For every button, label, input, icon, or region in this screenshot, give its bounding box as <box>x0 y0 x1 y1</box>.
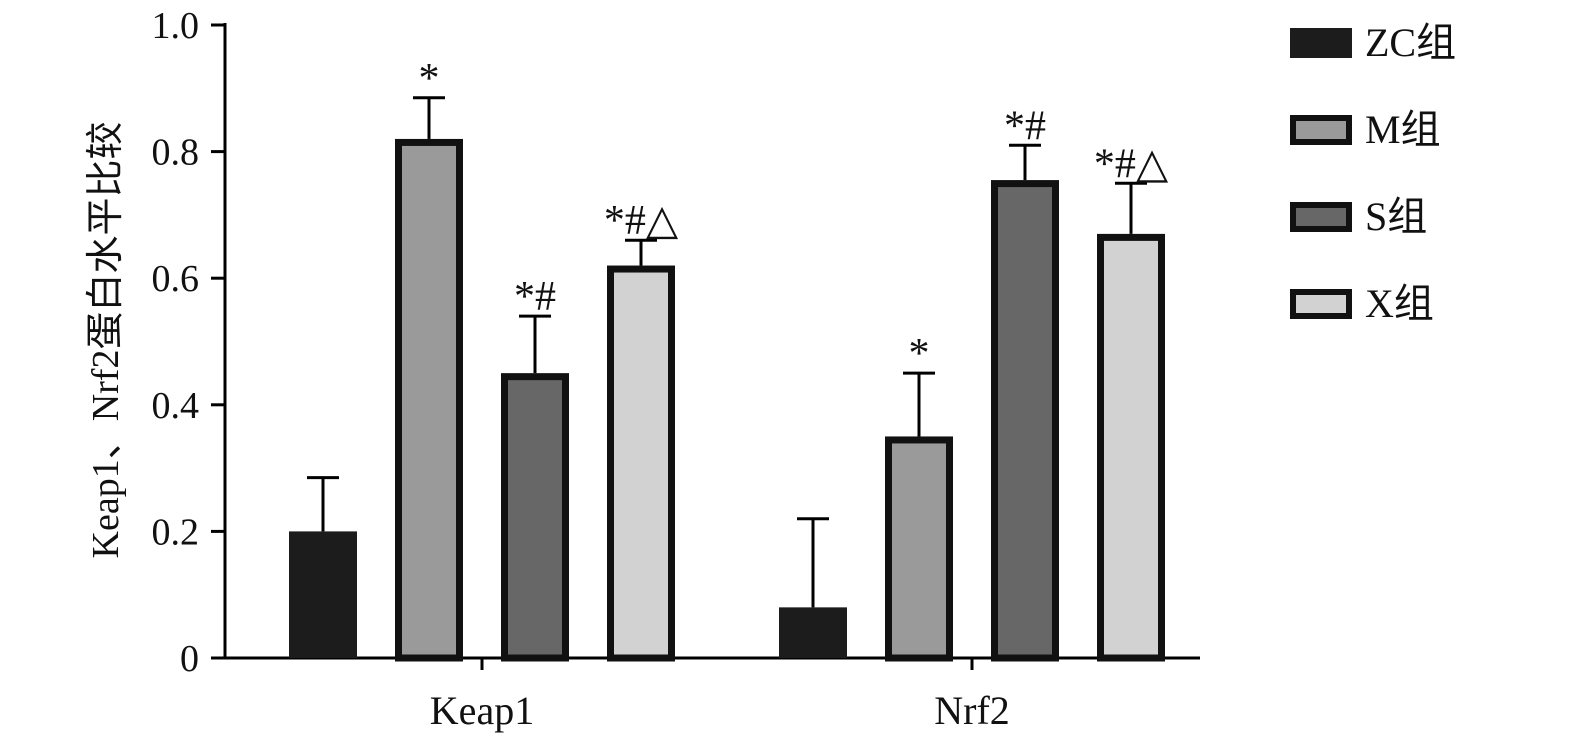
legend-label: X组 <box>1365 281 1434 326</box>
bar-Nrf2-X组 <box>1097 233 1165 662</box>
significance-label: *# <box>514 274 556 320</box>
y-tick-label: 0.2 <box>152 511 200 553</box>
bar-Nrf2-S组 <box>991 180 1059 662</box>
significance-label: *# <box>1004 103 1046 149</box>
bar-Keap1-S组 <box>501 373 569 662</box>
bar-Keap1-X组 <box>607 265 675 662</box>
legend-label: S组 <box>1365 194 1427 239</box>
y-axis-label: Keap1、Nrf2蛋白水平比较 <box>85 122 127 559</box>
x-tick-label: Keap1 <box>430 688 534 733</box>
x-tick-label: Nrf2 <box>934 688 1010 733</box>
significance-label: *#△ <box>604 198 679 244</box>
legend-label: M组 <box>1365 107 1441 152</box>
bar-Nrf2-ZC组 <box>779 607 847 658</box>
y-tick-label: 0.8 <box>152 132 200 174</box>
bar-Nrf2-M组 <box>885 436 953 662</box>
legend-swatch <box>1290 202 1352 232</box>
legend-label: ZC组 <box>1365 20 1456 65</box>
bar-Keap1-M组 <box>395 138 463 662</box>
legend-swatch <box>1290 28 1352 58</box>
y-tick-label: 0.4 <box>152 385 200 427</box>
legend-swatch <box>1290 115 1352 145</box>
y-tick-label: 0 <box>180 638 199 680</box>
bar-Keap1-ZC组 <box>289 531 357 658</box>
significance-label: *#△ <box>1094 141 1169 187</box>
significance-label: * <box>909 331 930 377</box>
y-tick-label: 1.0 <box>152 5 200 47</box>
legend-swatch <box>1290 289 1352 319</box>
y-tick-label: 0.6 <box>152 258 200 300</box>
significance-label: * <box>419 56 440 102</box>
